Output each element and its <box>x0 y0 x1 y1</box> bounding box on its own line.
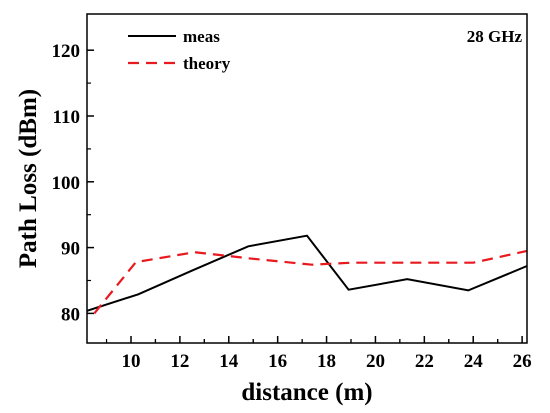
x-tick-label-22: 22 <box>415 351 434 372</box>
y-axis-title: Path Loss (dBm) <box>15 89 42 268</box>
legend-label-theory: theory <box>183 54 231 73</box>
y-tick-label-90: 90 <box>61 239 80 260</box>
axes: 10 12 14 16 18 20 22 24 26 80 90 100 110 120 <box>52 13 532 372</box>
x-tick-label-26: 26 <box>513 351 532 372</box>
y-tick-label-80: 80 <box>61 304 80 325</box>
y-tick-label-120: 120 <box>52 41 81 62</box>
plot-frame <box>86 13 528 344</box>
frequency-annotation: 28 GHz <box>467 27 523 46</box>
x-tick-label-14: 14 <box>219 351 239 372</box>
legend: meas theory <box>128 27 231 73</box>
y-tick-label-100: 100 <box>52 173 81 194</box>
plot-area <box>86 234 528 315</box>
x-tick-label-10: 10 <box>122 351 141 372</box>
x-tick-label-16: 16 <box>268 351 287 372</box>
legend-label-meas: meas <box>183 27 220 46</box>
series-line-theory <box>93 249 528 315</box>
x-axis-title: distance (m) <box>241 379 372 406</box>
x-tick-label-18: 18 <box>317 351 336 372</box>
series-line-meas <box>86 234 528 312</box>
x-tick-label-24: 24 <box>464 351 484 372</box>
x-tick-label-12: 12 <box>170 351 189 372</box>
x-tick-label-20: 20 <box>366 351 385 372</box>
y-tick-label-110: 110 <box>53 107 80 128</box>
